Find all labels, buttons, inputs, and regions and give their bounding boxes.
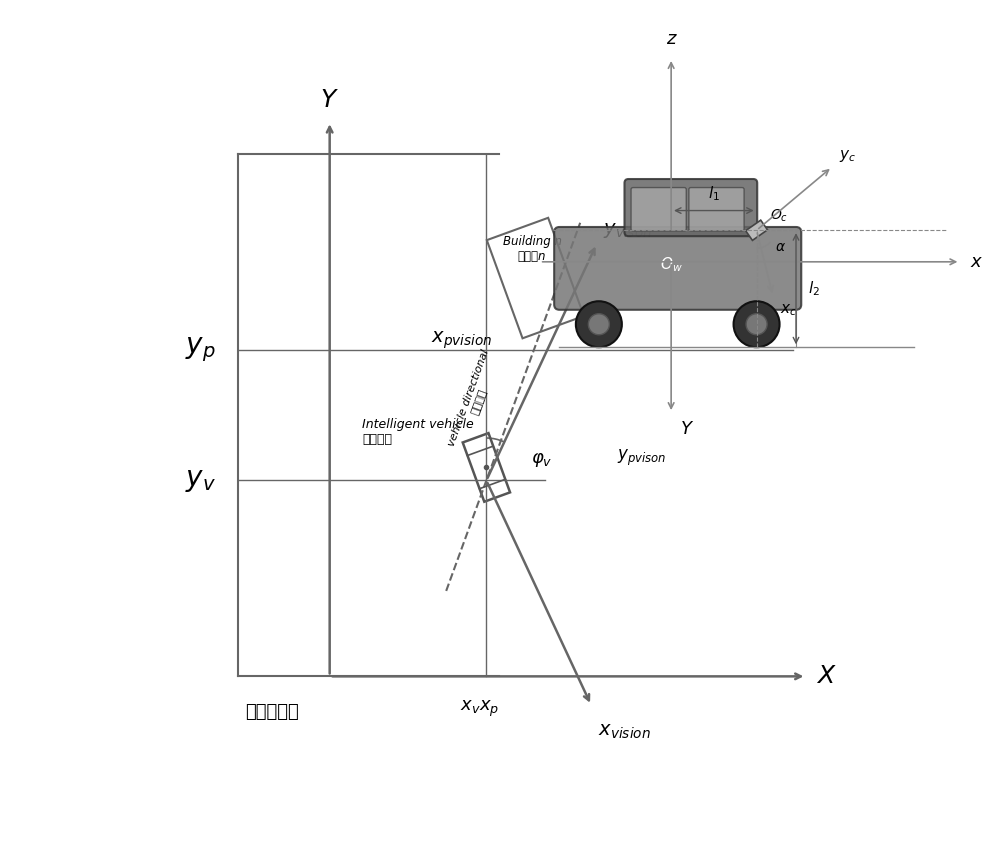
Text: 大地坐标系: 大地坐标系 <box>245 703 299 722</box>
Text: Intelligent vehicle
智能汽车: Intelligent vehicle 智能汽车 <box>362 417 474 445</box>
Text: $O_c$: $O_c$ <box>770 208 788 224</box>
Text: $y_{pvison}$: $y_{pvison}$ <box>617 448 667 468</box>
Text: $\alpha$: $\alpha$ <box>775 240 786 254</box>
Text: $x_{pvision}$: $x_{pvision}$ <box>431 329 492 351</box>
Text: $y_{vison}$: $y_{vison}$ <box>603 221 652 241</box>
Circle shape <box>734 301 780 347</box>
Text: $x_v x_p$: $x_v x_p$ <box>460 700 499 719</box>
Text: x: x <box>970 253 981 271</box>
Text: vehicle directional
行进方向: vehicle directional 行进方向 <box>446 349 502 452</box>
FancyBboxPatch shape <box>624 179 757 237</box>
Text: $Y$: $Y$ <box>320 87 339 112</box>
Circle shape <box>588 314 609 335</box>
Text: $\varphi_v$: $\varphi_v$ <box>531 450 552 469</box>
FancyBboxPatch shape <box>689 187 744 231</box>
Text: Y: Y <box>681 420 692 438</box>
Text: $y_p$: $y_p$ <box>185 336 215 364</box>
Text: $x_{vision}$: $x_{vision}$ <box>598 722 651 740</box>
Text: $l_1$: $l_1$ <box>708 184 720 203</box>
Circle shape <box>576 301 622 347</box>
Polygon shape <box>746 220 767 240</box>
FancyBboxPatch shape <box>631 187 686 231</box>
Circle shape <box>746 314 767 335</box>
Text: Building n
建筑物n: Building n 建筑物n <box>503 235 562 263</box>
Text: $l_2$: $l_2$ <box>808 279 820 298</box>
Text: $y_v$: $y_v$ <box>185 466 215 494</box>
Text: $y_c$: $y_c$ <box>839 148 856 164</box>
FancyBboxPatch shape <box>554 227 801 310</box>
Text: z: z <box>666 31 676 48</box>
Text: $O_w$: $O_w$ <box>660 256 682 275</box>
Text: $x_c$: $x_c$ <box>780 303 797 318</box>
Text: $X$: $X$ <box>816 664 837 689</box>
